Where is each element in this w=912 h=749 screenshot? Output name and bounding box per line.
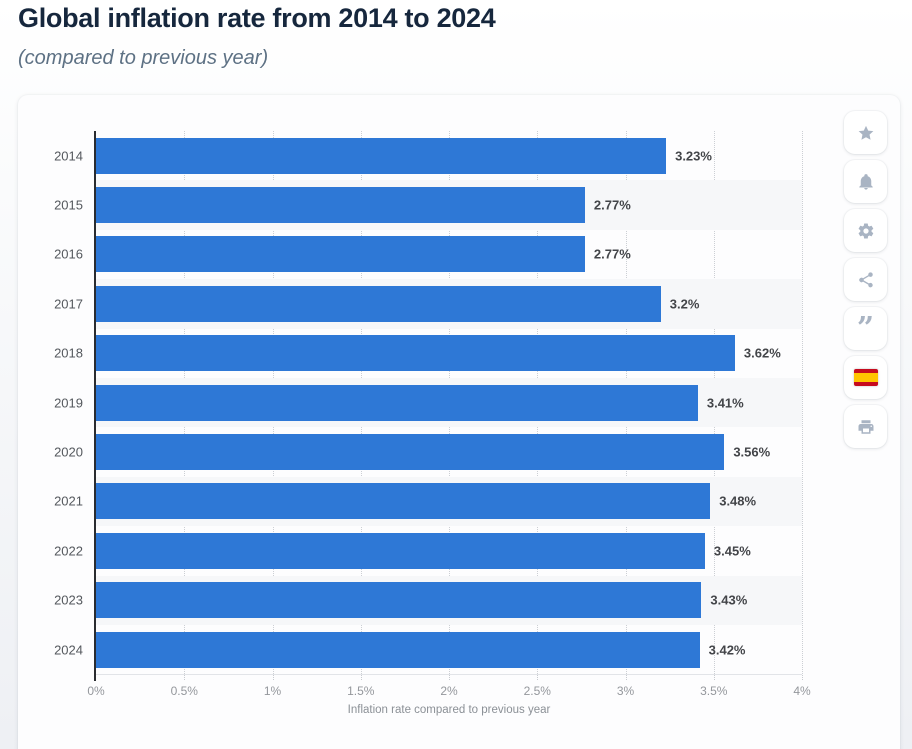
bar-2023 [96, 582, 702, 619]
bar-row-2022: 2022 3.45% [54, 526, 802, 575]
y-axis-line [94, 131, 96, 682]
bar-row-2016: 2016 2.77% [54, 230, 802, 279]
year-label: 2015 [54, 197, 83, 213]
tick-mark [449, 675, 450, 681]
bar-row-2024: 2024 3.42% [54, 625, 802, 674]
chart-toolbar: ” [844, 111, 887, 448]
tick-mark [713, 675, 715, 681]
value-label: 3.48% [719, 493, 757, 509]
bar-2018 [96, 335, 735, 372]
tick-mark [802, 675, 803, 681]
tick-mark [537, 675, 539, 681]
favorite-button[interactable] [844, 111, 887, 154]
bar-2021 [96, 483, 711, 520]
value-label: 3.43% [710, 592, 748, 608]
value-label: 3.2% [669, 296, 700, 312]
bar-2020 [96, 434, 725, 471]
value-label: 3.45% [713, 543, 751, 559]
value-label: 3.41% [706, 395, 744, 411]
tick-mark [625, 675, 627, 681]
year-label: 2022 [54, 543, 83, 559]
quote-icon: ” [856, 310, 875, 346]
x-axis-line [96, 674, 802, 676]
settings-button[interactable] [844, 209, 887, 252]
x-axis-ticks: 0% 0.5% 1% 1.5% 2% 2.5% 3% 3.5% 4% [87, 675, 811, 701]
tick-mark [272, 675, 274, 681]
bar-row-2014: 2014 3.23% [54, 131, 802, 180]
bar-row-2023: 2023 3.43% [54, 575, 802, 625]
tick-label: 2.5% [523, 684, 551, 699]
bell-icon [858, 173, 873, 190]
cite-button[interactable]: ” [844, 307, 887, 350]
tick-label: 3.5% [700, 684, 728, 699]
value-label: 2.77% [593, 246, 631, 262]
page-header: Global inflation rate from 2014 to 2024 … [18, 2, 496, 70]
star-icon [858, 125, 873, 140]
bar-2014 [96, 137, 667, 174]
spain-flag-icon [853, 369, 878, 386]
page-title: Global inflation rate from 2014 to 2024 [18, 3, 496, 33]
chart-card: 2014 3.23% 2015 2.77% 2016 2.77% 2017 3.2% 2018 3… [18, 95, 900, 749]
tick-label: 1% [263, 684, 282, 699]
year-label: 2014 [54, 148, 83, 164]
year-label: 2017 [54, 296, 83, 312]
bar-2017 [96, 285, 661, 322]
bar-2022 [96, 532, 705, 569]
year-label: 2020 [54, 444, 83, 460]
tick-mark [184, 675, 186, 681]
gridline [802, 131, 803, 675]
bar-row-2017: 2017 3.2% [54, 279, 802, 329]
share-button[interactable] [844, 258, 887, 301]
page-subtitle: (compared to previous year) [18, 46, 269, 69]
year-label: 2018 [54, 345, 83, 361]
tick-label: 3% [616, 684, 635, 699]
bar-row-2015: 2015 2.77% [54, 180, 802, 230]
chart: 2014 3.23% 2015 2.77% 2016 2.77% 2017 3.2% 2018 3… [54, 131, 811, 717]
tick-label: 1.5% [347, 684, 375, 699]
value-label: 2.77% [593, 197, 631, 213]
value-label: 3.23% [675, 148, 712, 164]
year-label: 2023 [54, 592, 83, 608]
year-label: 2024 [54, 642, 83, 658]
gear-icon [858, 222, 873, 239]
print-button[interactable] [844, 405, 887, 448]
tick-label: 0% [87, 684, 105, 699]
bar-2024 [96, 631, 700, 668]
tick-label: 2% [440, 684, 458, 699]
bar-row-2021: 2021 3.48% [54, 476, 802, 527]
year-label: 2019 [54, 395, 83, 411]
value-label: 3.42% [708, 642, 746, 658]
bar-row-2020: 2020 3.56% [54, 427, 802, 476]
bar-2015 [96, 187, 585, 224]
tick-mark [360, 675, 362, 681]
printer-icon [858, 419, 873, 434]
tick-label: 4% [793, 684, 811, 699]
tick-label: 0.5% [170, 684, 198, 699]
value-label: 3.56% [733, 444, 771, 460]
x-axis-title: Inflation rate compared to previous year [347, 704, 551, 717]
bar-row-2018: 2018 3.62% [54, 329, 802, 378]
year-label: 2016 [54, 246, 83, 262]
share-icon [858, 271, 873, 287]
value-label: 3.62% [743, 345, 781, 361]
year-label: 2021 [54, 493, 83, 509]
bar-2016 [96, 236, 585, 273]
language-button[interactable] [844, 356, 887, 399]
plot-area: 2014 3.23% 2015 2.77% 2016 2.77% 2017 3.2% 2018 3… [54, 131, 803, 682]
alerts-button[interactable] [844, 160, 887, 203]
bar-2019 [96, 384, 698, 421]
bar-row-2019: 2019 3.41% [54, 377, 802, 428]
